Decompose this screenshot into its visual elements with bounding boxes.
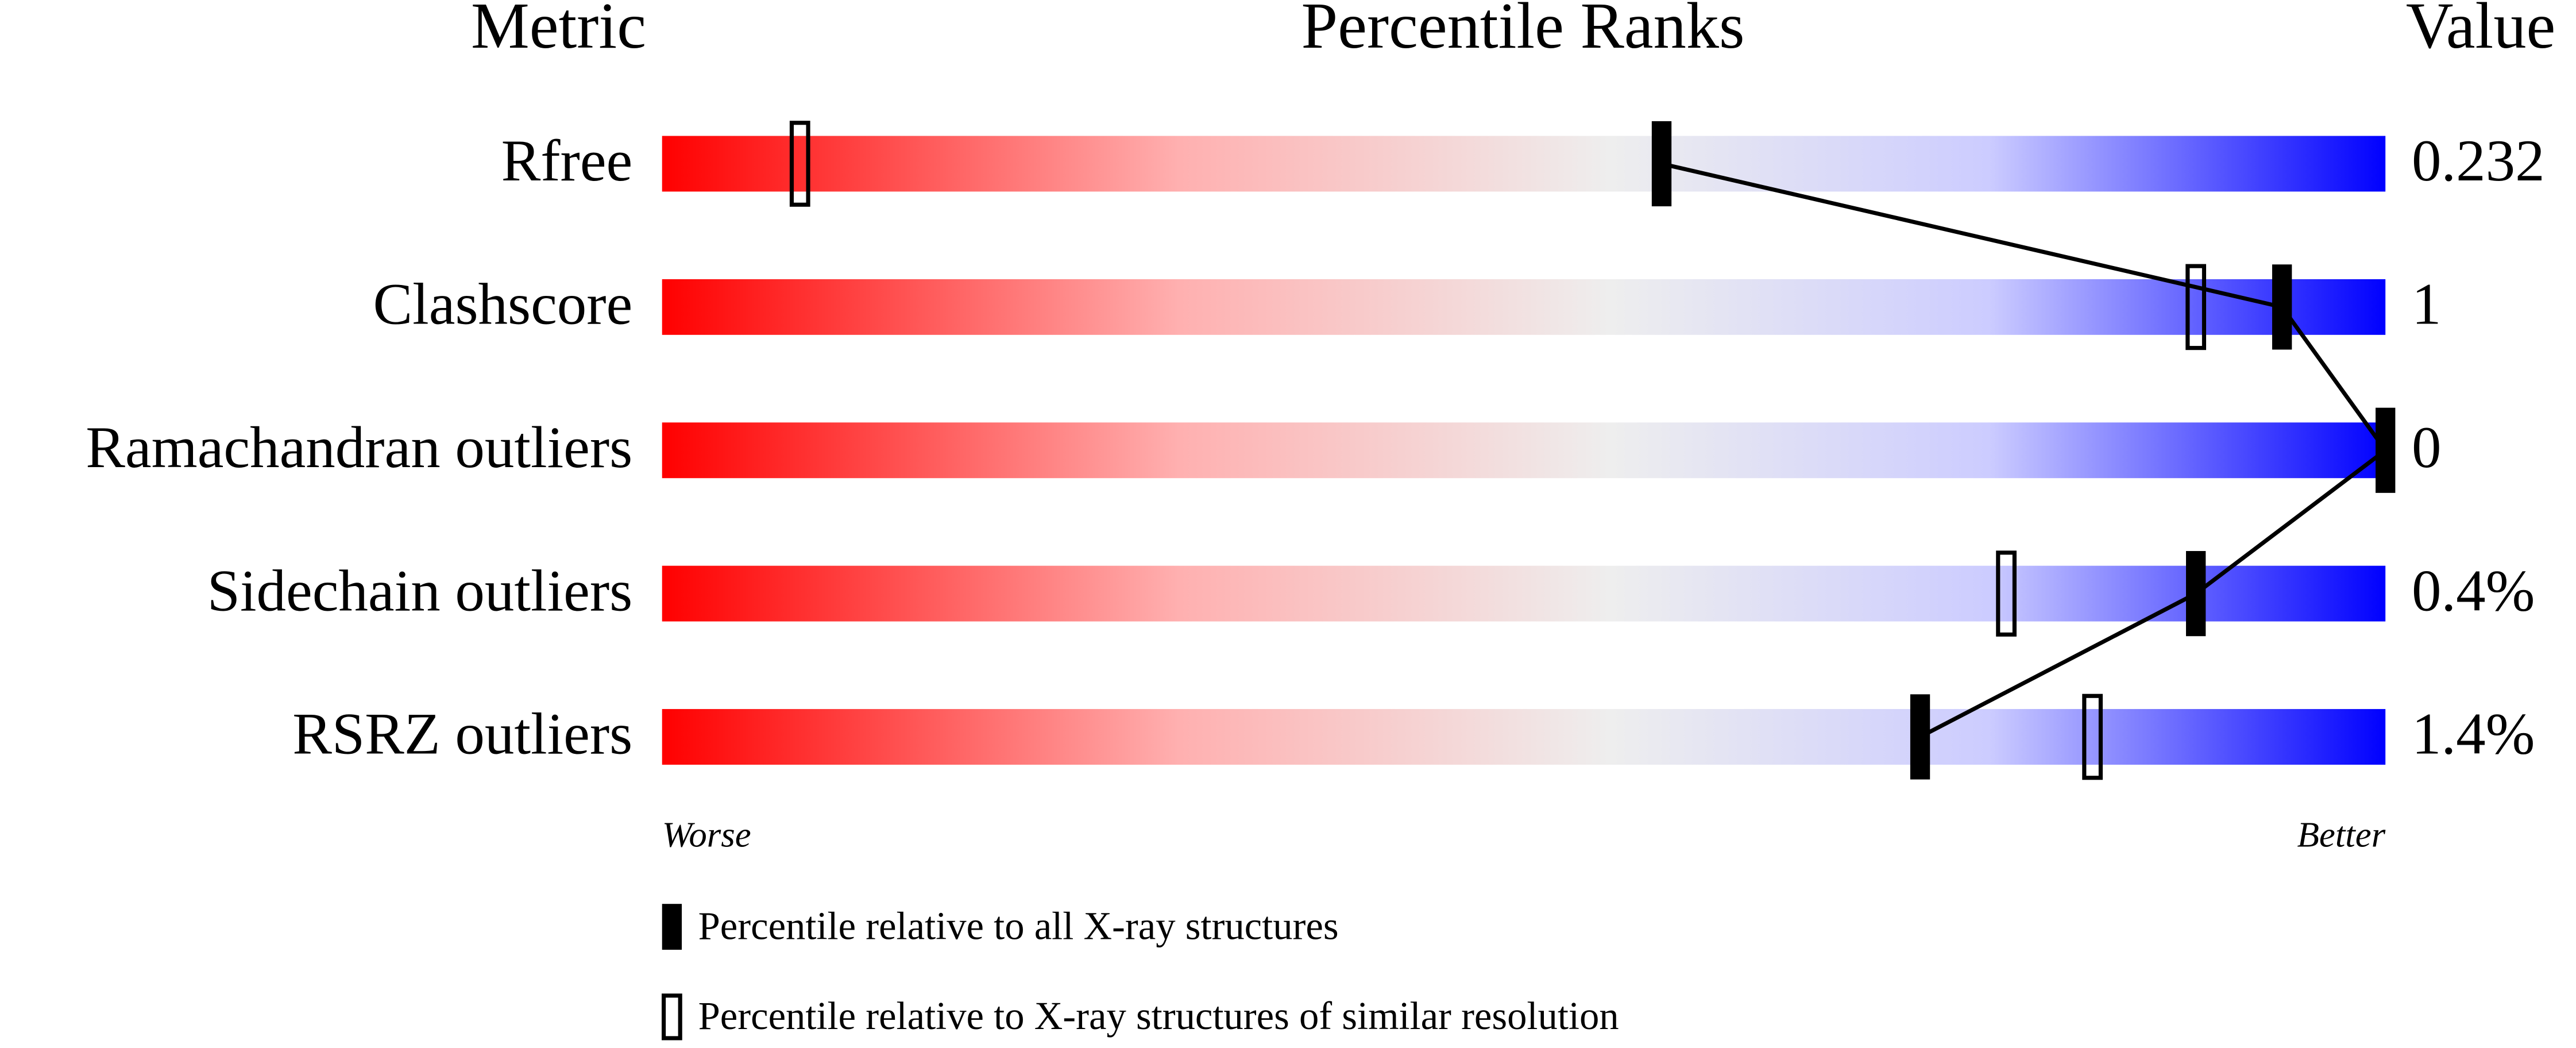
percentile-marker bbox=[1910, 694, 1930, 780]
metric-value: 1 bbox=[2412, 272, 2441, 337]
metric-value: 0.4% bbox=[2412, 558, 2535, 624]
metric-label: Sidechain outliers bbox=[207, 558, 633, 624]
percentile-marker bbox=[2376, 407, 2396, 493]
slider-track bbox=[662, 422, 2386, 479]
metric-value: 1.4% bbox=[2412, 702, 2535, 767]
metric-label: RSRZ outliers bbox=[292, 702, 632, 767]
percentile-marker bbox=[2185, 551, 2206, 637]
percentile-marker-hollow bbox=[2082, 693, 2103, 780]
slider-track bbox=[662, 709, 2386, 765]
worse-label: Worse bbox=[662, 815, 751, 855]
legend-swatch bbox=[662, 904, 682, 950]
metric-label: Rfree bbox=[501, 128, 633, 194]
metric-label: Clashscore bbox=[373, 272, 633, 337]
percentile-marker-hollow bbox=[789, 121, 810, 207]
slider-track bbox=[662, 279, 2386, 335]
legend-swatch bbox=[661, 993, 682, 1041]
metric-value: 0 bbox=[2412, 415, 2441, 480]
metric-value: 0.232 bbox=[2412, 128, 2545, 194]
column-header: Metric bbox=[471, 0, 646, 62]
slider-track bbox=[662, 565, 2386, 622]
percentile-marker-hollow bbox=[1996, 550, 2017, 637]
better-label: Better bbox=[2297, 815, 2385, 855]
column-header: Percentile Ranks bbox=[1301, 0, 1745, 62]
slider-track bbox=[662, 136, 2386, 192]
metric-label: Ramachandran outliers bbox=[86, 415, 632, 480]
percentile-marker bbox=[1651, 121, 1672, 207]
legend-label: Percentile relative to all X-ray structu… bbox=[698, 904, 1339, 948]
percentile-marker bbox=[2272, 264, 2292, 350]
column-header: Value bbox=[2406, 0, 2555, 62]
percentile-marker-hollow bbox=[2185, 264, 2207, 350]
legend-label: Percentile relative to X-ray structures … bbox=[698, 994, 1619, 1038]
